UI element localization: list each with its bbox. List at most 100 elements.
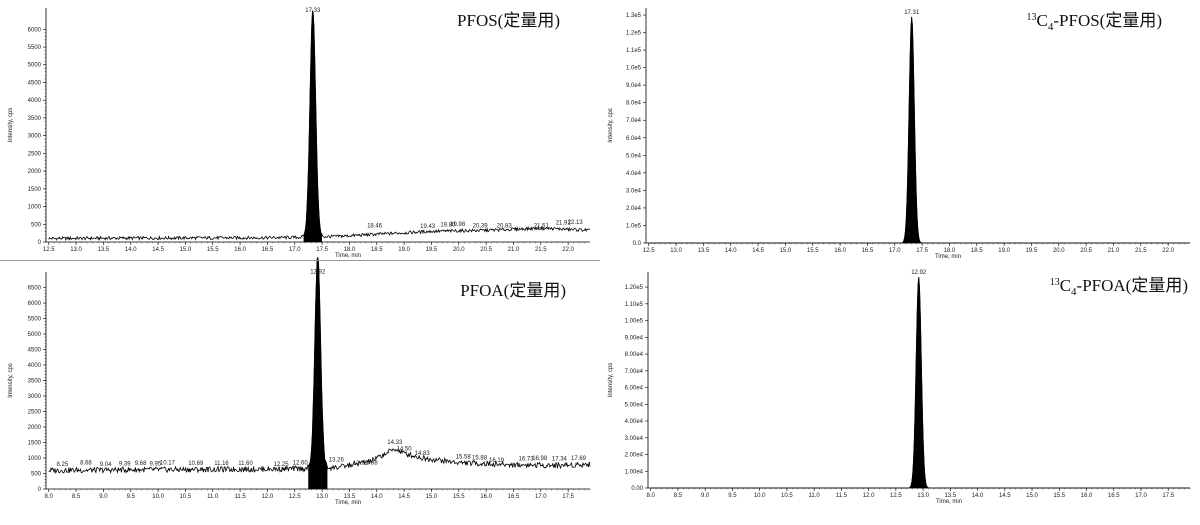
peak-label: 17.33 [305,8,321,14]
peak-label: 12.92 [310,270,326,276]
y-axis-label: Intensity, cps [608,363,614,398]
x-tick-label: 13.5 [698,248,710,254]
x-tick-label: 15.5 [807,248,819,254]
x-tick-label: 11.0 [809,493,821,499]
x-tick-label: 14.5 [752,248,764,254]
y-tick-label: 4000 [28,363,42,369]
peak-label: 17.31 [904,10,920,16]
y-axis-label: Intensity, cps [8,108,14,143]
x-tick-label: 17.0 [889,248,901,254]
y-tick-label: 8.00e4 [625,352,644,358]
y-tick-label: 6.00e4 [625,386,644,392]
y-tick-label: 4000 [28,98,42,104]
chart-13c4-pfoa-svg: 0.00 1.00e4 2.00e4 3.00e4 4.00e4 5.00e4 6.00e4… [608,270,1191,505]
peak-rt-label: 21.91 [556,220,572,226]
y-tick-label: 4500 [28,348,42,354]
y-axis-label: Intensity, cps [8,363,14,398]
peak-rt-label: 12.25 [274,462,290,468]
x-tick-label: 10.0 [152,494,164,500]
peak-rt-label: 14.33 [387,440,403,446]
x-tick-label: 16.0 [480,494,492,500]
x-tick-label: 17.0 [289,247,301,253]
x-tick-label: 12.5 [643,248,655,254]
x-tick-label: 13.5 [344,494,356,500]
x-tick-label: 15.0 [426,494,438,500]
x-tick-label: 18.0 [344,247,356,253]
peak-rt-label: 9.39 [119,462,131,468]
x-tick-label: 12.0 [863,493,875,499]
x-tick-label: 14.5 [999,493,1011,499]
peak-label: 12.92 [911,270,927,276]
y-tick-label: 1000 [28,456,42,462]
y-tick-label: 3.00e4 [625,436,644,442]
peak-rt-label: 13.70 [353,461,369,467]
x-tick-label: 16.5 [262,247,274,253]
y-tick-label: 2.00e4 [625,453,644,459]
x-tick-label: 12.5 [289,494,301,500]
peak-rt-label: 13.88 [363,460,379,466]
x-tick-label: 16.5 [862,248,874,254]
y-tick-label: 2500 [28,151,42,157]
y-tick-label: 0 [38,487,42,493]
x-tick-label: 13.0 [917,493,929,499]
y-axis-label: Intensity, cps [608,108,614,143]
y-tick-label: 0.0 [633,241,642,247]
x-tick-label: 14.0 [125,247,137,253]
peak-fill [902,16,921,244]
y-tick-label: 7.00e4 [625,369,644,375]
peak-rt-label: 12.60 [293,460,309,466]
x-tick-label: 8.0 [647,493,656,499]
x-tick-label: 15.0 [780,248,792,254]
x-tick-label: 18.0 [944,248,956,254]
x-tick-label: 14.5 [152,247,164,253]
y-tick-label: 1.0e5 [626,223,642,229]
x-tick-label: 9.5 [127,494,136,500]
peak-rt-label: 16.98 [532,456,548,462]
peak-rt-label: 17.34 [552,457,568,463]
y-tick-label: 5500 [28,317,42,323]
y-tick-label: 1.00e4 [625,469,644,475]
x-tick-label: 14.5 [398,494,410,500]
chart-pfos-svg: 0 500 1000 1500 2000 2500 3000 3500 4000 4500 5000… [8,8,591,259]
y-tick-label: 5500 [28,45,42,51]
panel-title: 13C4-PFOA(定量用) [1050,276,1188,298]
y-tick-label: 1.1e5 [626,48,642,54]
x-tick-label: 10.5 [781,493,793,499]
x-tick-label: 22.0 [562,247,574,253]
chromatogram-trace [648,16,1190,244]
y-tick-label: 0.00 [631,486,643,492]
x-tick-label: 20.5 [1080,248,1092,254]
x-tick-label: 20.0 [453,247,465,253]
peak-rt-label: 14.50 [397,446,413,452]
x-tick-label: 13.5 [944,493,956,499]
y-tick-label: 1.00e5 [625,319,644,325]
y-tick-label: 4.00e4 [625,419,644,425]
y-tick-label: 3500 [28,379,42,385]
x-tick-label: 21.5 [535,247,547,253]
x-tick-label: 20.0 [1053,248,1065,254]
x-tick-label: 21.5 [1135,248,1147,254]
peak-rt-label: 21.51 [534,223,550,229]
chart-pfoa-svg: 0 500 1000 1500 2000 2500 3000 3500 4000 4500 5000… [8,257,591,506]
x-tick-label: 12.5 [43,247,55,253]
x-axis-label: Time, min [335,253,361,259]
y-tick-label: 7.0e4 [626,118,642,124]
y-tick-label: 6.0e4 [626,136,642,142]
y-tick-label: 5.00e4 [625,402,644,408]
y-tick-label: 6500 [28,286,42,292]
x-tick-label: 10.0 [754,493,766,499]
y-tick-label: 3000 [28,134,42,140]
y-tick-label: 8.0e4 [626,101,642,107]
x-tick-label: 16.5 [1108,493,1120,499]
y-tick-label: 5.0e4 [626,153,642,159]
x-tick-label: 21.0 [1108,248,1120,254]
x-tick-label: 17.5 [1162,493,1174,499]
panel-title: PFOS(定量用) [457,11,560,30]
y-tick-label: 500 [31,222,42,228]
x-tick-label: 17.5 [316,247,328,253]
y-tick-label: 3.0e4 [626,188,642,194]
chart-13c4-pfos-svg: 0.0 1.0e5 2.0e4 3.0e4 4.0e4 5.0e4 6.0e4 7.0e4 8.… [608,8,1190,260]
x-axis-label: Time, min [335,500,361,506]
x-tick-label: 9.0 [701,493,710,499]
x-tick-label: 15.0 [180,247,192,253]
